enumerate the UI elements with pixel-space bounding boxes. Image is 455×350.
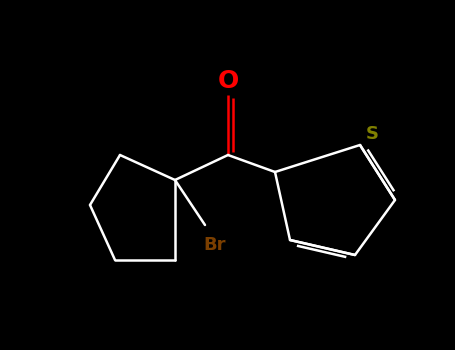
Text: O: O [217,69,238,93]
Text: S: S [365,125,379,143]
Text: Br: Br [204,236,226,254]
